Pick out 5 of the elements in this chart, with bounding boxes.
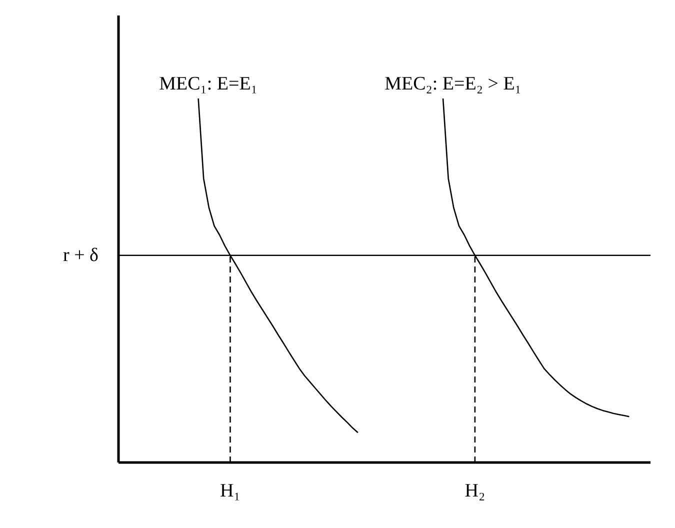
series-label: MEC₁: E=E₁ <box>159 73 258 94</box>
series-label: MEC₂: E=E₂ > E₁ <box>384 73 522 94</box>
x-tick-label: H₁ <box>220 480 240 502</box>
ref-line-label: r + δ <box>63 244 99 266</box>
x-tick-label: H₂ <box>464 480 486 502</box>
